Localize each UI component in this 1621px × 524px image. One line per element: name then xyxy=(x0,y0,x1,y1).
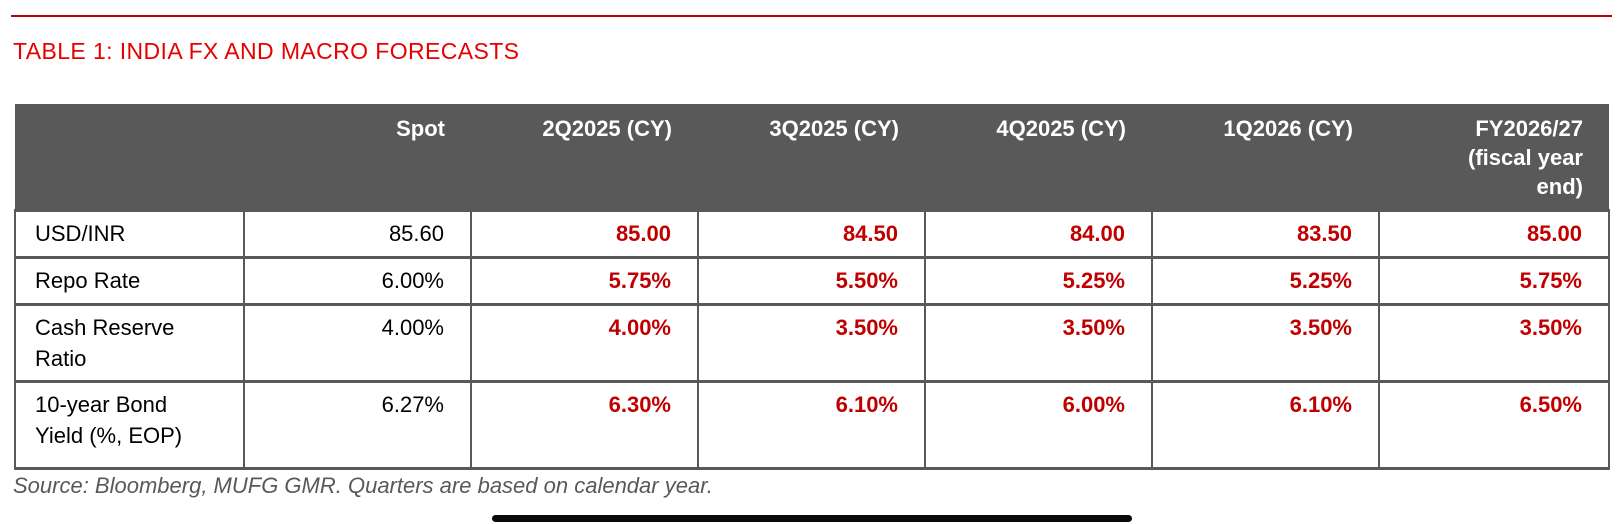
forecast-value: 5.25% xyxy=(924,256,1153,306)
forecast-value: 6.50% xyxy=(1378,380,1610,470)
table-row-cash-reserve-ratio: Cash Reserve Ratio 4.00% 4.00% 3.50% 3.5… xyxy=(14,303,1610,383)
table-header-row: Spot 2Q2025 (CY) 3Q2025 (CY) 4Q2025 (CY)… xyxy=(15,104,1609,211)
row-label: Repo Rate xyxy=(14,256,245,306)
column-header-4q2025: 4Q2025 (CY) xyxy=(925,104,1152,211)
column-header-fy2026-27: FY2026/27 (fiscal year end) xyxy=(1379,104,1609,211)
forecast-value: 6.30% xyxy=(470,380,699,470)
forecast-value: 6.00% xyxy=(924,380,1153,470)
forecast-value: 3.50% xyxy=(1378,303,1610,383)
column-header-spot: Spot xyxy=(244,104,471,211)
table-row-usdinr: USD/INR 85.60 85.00 84.50 84.00 83.50 85… xyxy=(14,209,1610,259)
forecast-value: 5.50% xyxy=(697,256,926,306)
spot-value: 85.60 xyxy=(243,209,472,259)
spot-value: 4.00% xyxy=(243,303,472,383)
column-header-fy2026-27-label: FY2026/27 (fiscal year end) xyxy=(1468,116,1583,199)
forecast-table: Spot 2Q2025 (CY) 3Q2025 (CY) 4Q2025 (CY)… xyxy=(14,104,1610,470)
forecast-value: 6.10% xyxy=(697,380,926,470)
column-header-1q2026: 1Q2026 (CY) xyxy=(1152,104,1379,211)
row-label: Cash Reserve Ratio xyxy=(14,303,245,383)
row-label: 10-year Bond Yield (%, EOP) xyxy=(14,380,245,470)
table-title: TABLE 1: INDIA FX AND MACRO FORECASTS xyxy=(13,38,520,64)
table-corner-cell xyxy=(15,104,244,211)
column-header-3q2025: 3Q2025 (CY) xyxy=(698,104,925,211)
source-note: Source: Bloomberg, MUFG GMR. Quarters ar… xyxy=(13,473,713,498)
forecast-value: 5.75% xyxy=(470,256,699,306)
forecast-value: 6.10% xyxy=(1151,380,1380,470)
forecast-value: 85.00 xyxy=(470,209,699,259)
table-row-repo-rate: Repo Rate 6.00% 5.75% 5.50% 5.25% 5.25% … xyxy=(14,256,1610,306)
row-label: USD/INR xyxy=(14,209,245,259)
forecast-value: 84.00 xyxy=(924,209,1153,259)
forecast-value: 85.00 xyxy=(1378,209,1610,259)
forecast-value: 84.50 xyxy=(697,209,926,259)
forecast-value: 5.25% xyxy=(1151,256,1380,306)
forecast-value: 83.50 xyxy=(1151,209,1380,259)
forecast-value: 3.50% xyxy=(1151,303,1380,383)
forecast-value: 3.50% xyxy=(697,303,926,383)
forecast-value: 3.50% xyxy=(924,303,1153,383)
spot-value: 6.27% xyxy=(243,380,472,470)
red-divider-rule xyxy=(11,15,1612,17)
forecast-value: 4.00% xyxy=(470,303,699,383)
spot-value: 6.00% xyxy=(243,256,472,306)
table-row-10y-bond-yield: 10-year Bond Yield (%, EOP) 6.27% 6.30% … xyxy=(14,380,1610,470)
forecast-value: 5.75% xyxy=(1378,256,1610,306)
column-header-2q2025: 2Q2025 (CY) xyxy=(471,104,698,211)
home-indicator-bar[interactable] xyxy=(492,515,1132,522)
